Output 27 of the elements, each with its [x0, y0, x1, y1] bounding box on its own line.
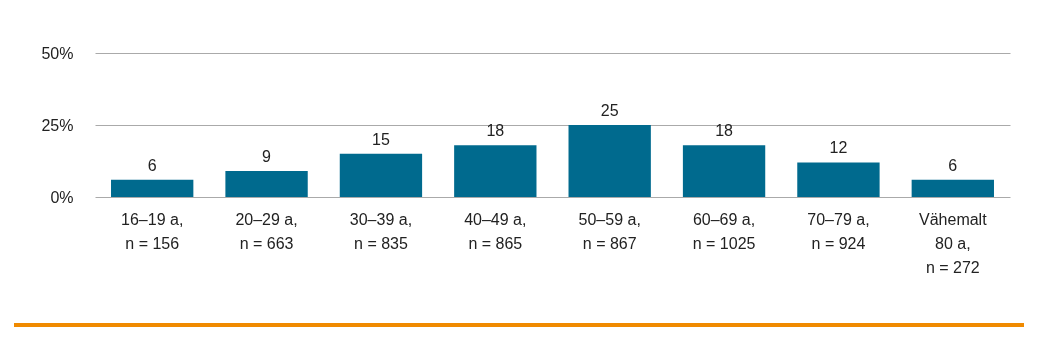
bar	[911, 179, 994, 197]
data-label: 12	[829, 139, 848, 157]
bar	[682, 145, 766, 197]
bar	[454, 145, 537, 197]
x-tick-label: 30–39 a, n = 835	[349, 210, 413, 252]
data-label: 15	[372, 130, 390, 148]
x-tick-label: 20–29 a, n = 663	[235, 210, 298, 252]
y-tick-label: 0%	[50, 188, 74, 206]
bar	[797, 162, 880, 197]
y-tick-label: 25%	[41, 116, 74, 134]
data-label: 9	[262, 148, 272, 166]
data-label: 6	[948, 156, 958, 174]
data-label: 18	[486, 122, 505, 140]
x-tick-label: 70–79 a, n = 924	[807, 210, 870, 252]
bar	[111, 179, 194, 197]
x-tick-label: 50–59 a, n = 867	[578, 210, 641, 252]
bar	[568, 125, 651, 197]
bar	[339, 153, 423, 197]
data-label: 6	[147, 156, 157, 174]
bar	[225, 171, 308, 197]
y-tick-label: 50%	[41, 44, 74, 62]
x-tick-label: Vähemalt 80 a, n = 272	[919, 210, 988, 276]
data-label: 18	[715, 122, 734, 140]
x-tick-label: 16–19 a, n = 156	[121, 210, 184, 252]
x-tick-label: 60–69 a, n = 1025	[692, 210, 756, 252]
x-tick-label: 40–49 a, n = 865	[464, 210, 527, 252]
data-label: 25	[600, 102, 619, 119]
